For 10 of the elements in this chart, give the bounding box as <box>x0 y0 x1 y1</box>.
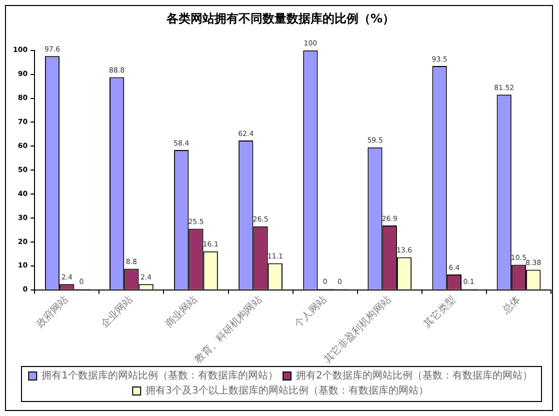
chart-title: 各类网站拥有不同数量数据库的比例（%） <box>165 11 395 26</box>
x-tick-label: 其它类型 <box>421 294 458 330</box>
x-tick-label: 个人网站 <box>292 294 330 330</box>
legend-label: 拥有3个及3个以上数据库的网站比例（基数：有数据库的网站） <box>146 384 428 397</box>
x-tick-label: 总体 <box>499 294 523 317</box>
x-tick-label: 政府网站 <box>34 294 71 330</box>
legend-label: 拥有2个数据库的网站比例（基数：有数据库的网站） <box>296 370 532 382</box>
x-tick-label: 商业网站 <box>163 294 200 330</box>
x-tick-label: 企业网站 <box>98 294 136 330</box>
legend-label: 拥有1个数据库的网站比例（基数：有数据库的网站） <box>42 370 278 382</box>
